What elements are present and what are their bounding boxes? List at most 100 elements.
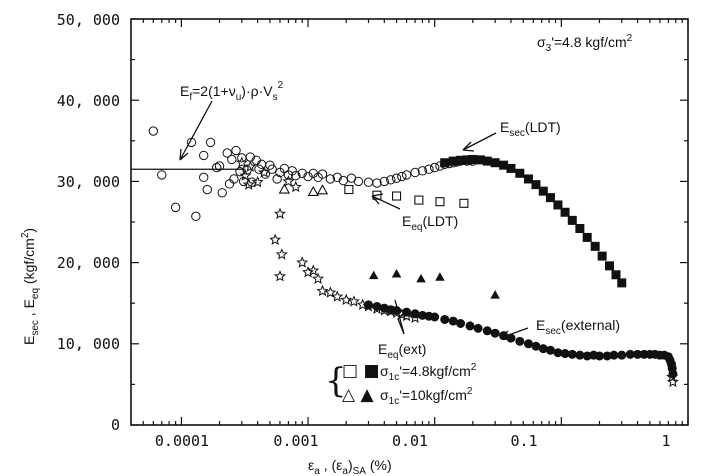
y-axis-label: Esec , Eeq (kgf/cm2) [20,228,41,345]
square-open-point [392,191,402,201]
square-open-point [344,184,354,195]
legend-label-1: σ1c'=4.8kgf/cm2 [380,362,477,383]
circle-point [397,171,407,182]
circle-filled-point [625,349,635,359]
y-tick-label: 50, 000 [57,11,120,29]
circle-filled-point [617,350,627,360]
square-open-point [414,195,424,205]
circle-point [170,202,181,213]
star-point [273,270,286,282]
esec-external-label: Esec(external) [536,317,620,337]
legend-label-2: σ1c'=10kgf/cm2 [380,386,473,407]
square-filled-point [490,158,500,168]
square-filled-point [506,163,516,173]
square-filled-point [545,193,555,203]
square-filled-point [617,278,627,288]
circle-filled-point [465,321,475,331]
circle-point [205,137,216,148]
square-filled-point [462,155,472,165]
eeq-ldt-arrow-head [371,193,384,205]
circle-filled-point [515,336,525,346]
x-axis-label: εa , (εa)SA (%) [308,457,392,476]
eeq-ldt-arrow [371,195,401,210]
annotation-arrows [179,100,529,341]
circle-point [297,168,307,178]
circle-filled-point [448,316,458,326]
circle-point [199,172,209,183]
x-tick-labels: 0.0001 0.001 0.01 0.1 1 [155,432,671,450]
square-filled-point [553,200,563,210]
star-point [289,180,302,193]
y-tick-label: 10, 000 [57,335,120,353]
eeq-ldt-label: Eeq(LDT) [402,213,458,233]
square-filled-point [597,251,607,261]
x-tick-label: 0.0001 [155,432,209,450]
circle-filled-point [430,312,440,322]
circle-point [401,170,412,180]
circle-point [267,164,277,174]
circle-filled-point [575,350,585,360]
x-tick-label: 1 [661,432,670,450]
esec-ldt-arrow [462,132,497,151]
circle-filled-point [633,349,643,359]
square-filled-point [611,270,621,280]
circle-point [332,172,342,183]
star-point [244,160,257,172]
square-filled-point [582,232,592,242]
circle-point [148,126,159,136]
circle-point [191,211,201,222]
legend: { □ ■ σ1c'=4.8kgf/cm2 △ ▲ σ1c'=10kgf/cm2 [325,361,477,407]
star-point [275,248,288,260]
square-filled-point [468,154,478,164]
triangle-filled-point [416,273,426,283]
star-point [312,272,325,284]
circle-filled-point [602,351,612,361]
star-point [340,293,353,306]
circle-point [199,150,209,161]
esec-ldt-arrow-head [462,141,475,152]
square-open-point [435,197,445,207]
star-point [273,207,286,219]
star-point [347,295,360,307]
circle-filled-point [490,328,500,338]
circle-point [157,170,167,180]
circle-point [386,175,396,185]
triangle-open-point [316,184,329,195]
star-point [258,166,271,178]
eeq-ext-arrows [394,299,405,335]
y-tick-labels: 50, 000 40, 000 30, 000 20, 000 10, 000 … [57,11,120,434]
ef-arrow [179,100,213,161]
legend-brace: { [325,361,347,401]
circle-point [212,162,222,173]
square-filled-point [531,180,541,190]
star-point [316,284,329,297]
square-filled-point [515,168,525,178]
circle-point [410,167,420,178]
triangle-filled-point [391,268,402,278]
y-ticks [131,18,688,426]
circle-point [317,169,328,179]
circle-filled-point [372,301,382,311]
circle-filled-point [440,314,450,324]
circle-filled-point [538,344,548,354]
esec-ext-arrow-head [499,330,511,341]
square-filled-point [590,241,600,251]
circle-point [272,174,282,184]
triangle-open-point [278,183,291,194]
circle-filled-point [410,309,420,319]
star-point [235,156,248,168]
circle-filled-point [523,339,533,349]
square-filled-point [523,174,533,184]
circle-point [287,166,297,176]
triangle-filled-point [435,272,445,281]
circle-filled-point [402,307,412,317]
circle-point [231,145,241,156]
triangle-filled-point [490,290,500,299]
circle-point [291,171,301,181]
circle-point [391,173,402,183]
star-point [242,178,255,190]
circle-point [214,161,225,171]
star-point [296,256,309,268]
circle-point [372,178,382,188]
circle-filled-point [473,323,483,333]
